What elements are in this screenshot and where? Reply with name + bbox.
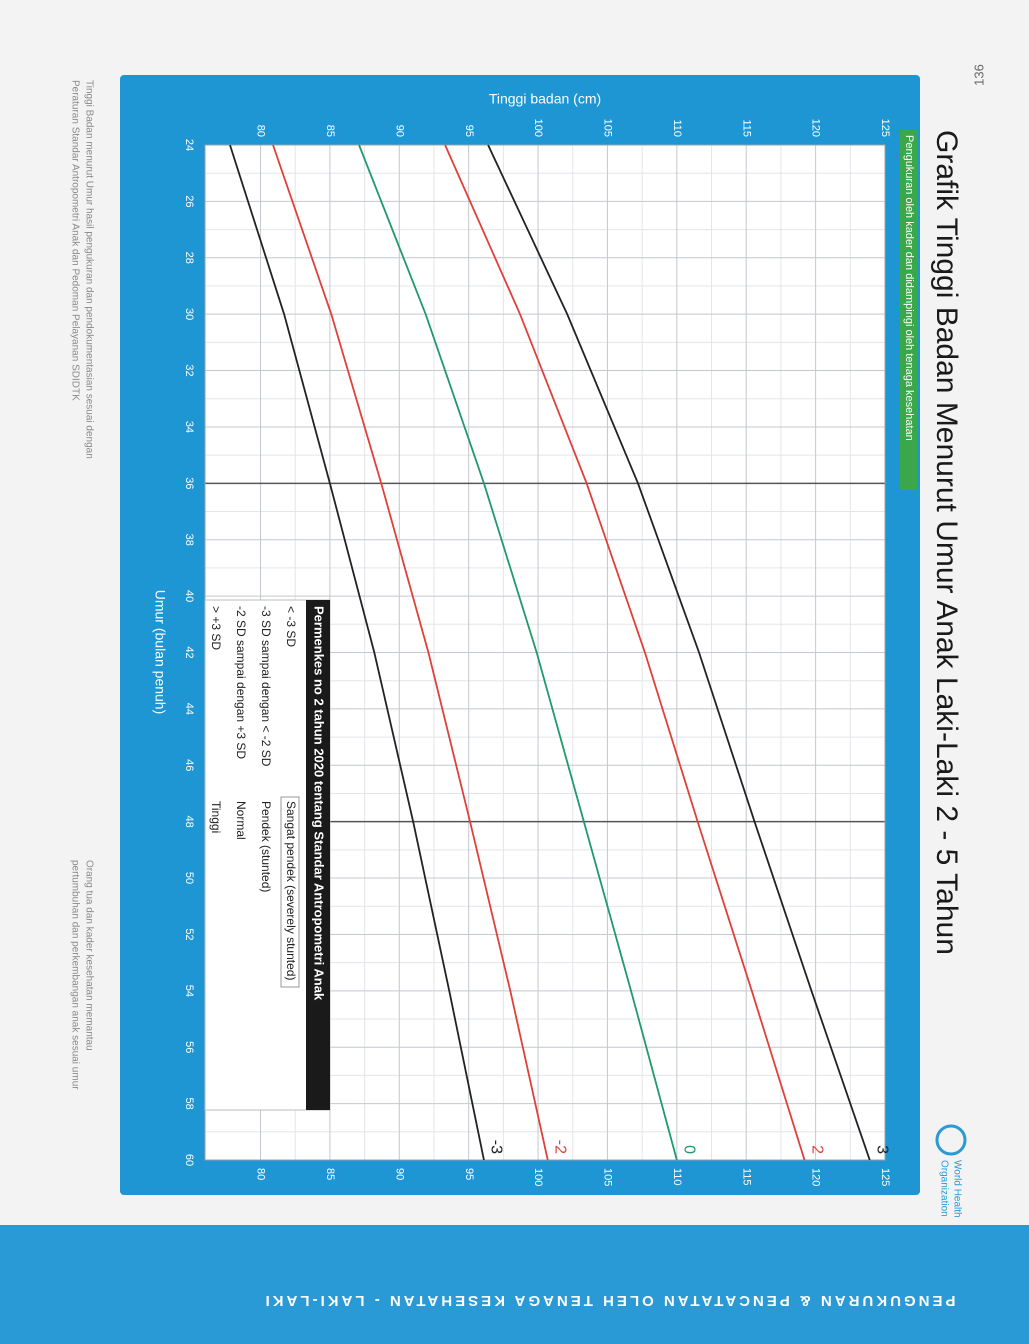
y-tick-label: 125 <box>879 1168 891 1186</box>
table-cell: -2 SD sampai dengan +3 SD <box>234 606 248 759</box>
y-tick-label: 120 <box>810 1168 822 1186</box>
organization-name: Organization <box>938 1160 949 1217</box>
table-cell: > +3 SD <box>209 606 223 650</box>
y-tick-label: 100 <box>532 1168 544 1186</box>
x-tick-label: 56 <box>183 1041 195 1053</box>
organization-name: World Health <box>951 1160 962 1218</box>
page-landscape: PENGUKURAN & PENCATATAN OLEH TENAGA KESE… <box>0 0 1029 1344</box>
note: Tinggi Badan menurut Umur hasil pengukur… <box>83 80 94 459</box>
y-tick-label: 120 <box>810 119 822 137</box>
x-tick-label: 54 <box>183 985 195 997</box>
note: Orang tua dan kader kesehatan memantau <box>83 860 94 1051</box>
x-tick-label: 58 <box>183 1097 195 1109</box>
table-title: Permenkes no 2 tahun 2020 tentang Standa… <box>312 606 327 1001</box>
y-tick-label: 125 <box>879 119 891 137</box>
x-tick-label: 28 <box>183 252 195 264</box>
y-tick-label: 85 <box>324 1168 336 1180</box>
x-tick-label: 38 <box>183 534 195 546</box>
side-band-text: PENGUKURAN & PENCATATAN OLEH TENAGA KESE… <box>263 1292 956 1309</box>
x-tick-label: 60 <box>183 1154 195 1166</box>
x-tick-label: 42 <box>183 646 195 658</box>
y-tick-label: 110 <box>671 119 683 137</box>
y-tick-label: 115 <box>740 1168 752 1186</box>
y-tick-label: 105 <box>602 1168 614 1186</box>
y-tick-label: 95 <box>463 1168 475 1180</box>
x-tick-label: 26 <box>183 195 195 207</box>
x-tick-label: 40 <box>183 590 195 602</box>
y-tick-label: 115 <box>740 119 752 137</box>
table-cell: Tinggi <box>209 801 223 833</box>
table-cell: Pendek (stunted) <box>259 801 273 892</box>
badge-text: Pengukuran oleh kader dan didampingi ole… <box>903 135 915 441</box>
x-tick-label: 50 <box>183 872 195 884</box>
side-band <box>0 1225 1029 1344</box>
table-cell: < -3 SD <box>284 606 298 647</box>
table-cell: Normal <box>234 801 248 840</box>
y-axis-title: Tinggi badan (cm) <box>489 91 601 107</box>
y-tick-label: 80 <box>255 1168 267 1180</box>
y-tick-label: 90 <box>393 125 405 137</box>
page-number: 136 <box>971 64 986 86</box>
table-cell: -3 SD sampai dengan < -2 SD <box>259 606 273 767</box>
y-tick-label: 100 <box>532 119 544 137</box>
chart: PENGUKURAN & PENCATATAN OLEH TENAGA KESE… <box>0 0 1029 1344</box>
x-tick-label: 44 <box>183 703 195 715</box>
y-tick-label: 90 <box>393 1168 405 1180</box>
y-tick-label: 85 <box>324 125 336 137</box>
series-label: 3 <box>874 1145 891 1154</box>
note: Peraturan Standar Antropometri Anak dan … <box>69 80 80 401</box>
table-cell: Sangat pendek (severely stunted) <box>284 801 298 980</box>
chart-title: Grafik Tinggi Badan Menurut Umur Anak La… <box>930 130 963 955</box>
x-tick-label: 24 <box>183 139 195 151</box>
series-label: 2 <box>808 1145 825 1154</box>
y-tick-label: 95 <box>463 125 475 137</box>
classification-table: Permenkes no 2 tahun 2020 tentang Standa… <box>205 600 330 1110</box>
y-tick-label: 105 <box>602 119 614 137</box>
x-tick-label: 36 <box>183 477 195 489</box>
x-tick-label: 30 <box>183 308 195 320</box>
series-label: -3 <box>488 1140 505 1154</box>
x-tick-label: 32 <box>183 364 195 376</box>
x-tick-label: 34 <box>183 421 195 433</box>
y-tick-label: 80 <box>255 125 267 137</box>
x-axis-title: Umur (bulan penuh) <box>152 590 168 715</box>
note: pertumbuhan dan perkembangan anak sesuai… <box>69 860 80 1090</box>
x-tick-label: 48 <box>183 816 195 828</box>
y-tick-label: 110 <box>671 1168 683 1186</box>
x-tick-label: 46 <box>183 759 195 771</box>
x-tick-label: 52 <box>183 928 195 940</box>
series-label: 0 <box>681 1145 698 1154</box>
page: {"page_number": "136", "badge": "Penguku… <box>0 0 1029 1344</box>
series-label: -2 <box>552 1140 569 1154</box>
